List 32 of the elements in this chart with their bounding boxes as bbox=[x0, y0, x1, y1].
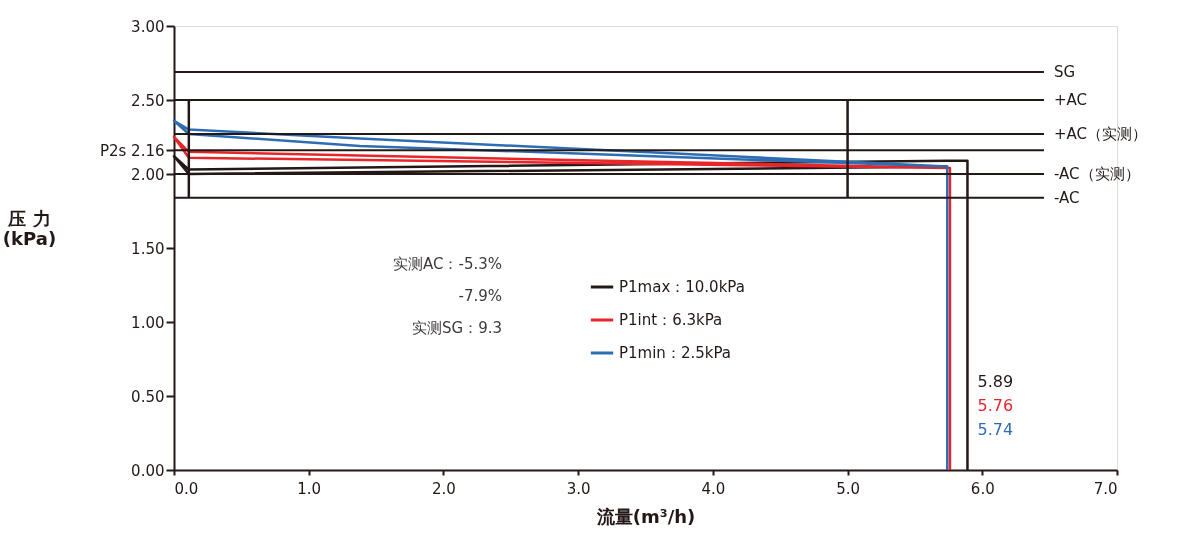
x-tick-label: 6.0 bbox=[970, 479, 995, 498]
legend-label: P1int：6.3kPa bbox=[619, 311, 723, 329]
x-axis-title: 流量(m³/h) bbox=[595, 505, 696, 527]
x-tick-label: 1.0 bbox=[297, 479, 322, 498]
ref-line-label: -AC bbox=[1054, 188, 1080, 207]
annotation: 5.89 bbox=[977, 372, 1014, 391]
y-tick-label: 0.50 bbox=[131, 387, 165, 406]
x-tick-label: 0.0 bbox=[174, 479, 199, 498]
ref-line-label: +AC bbox=[1054, 91, 1088, 109]
y-tick-label: 1.00 bbox=[131, 313, 165, 332]
x-tick-label: 5.0 bbox=[836, 479, 860, 498]
ref-line-label: SG bbox=[1054, 62, 1076, 81]
annotation: -7.9% bbox=[458, 287, 502, 305]
y-tick-label: 0.00 bbox=[131, 461, 165, 480]
legend-label: P1max：10.0kPa bbox=[619, 278, 745, 296]
ref-line-label: -AC（实测） bbox=[1054, 165, 1140, 183]
ref-line-label: +AC（实测） bbox=[1054, 125, 1148, 144]
y-tick-label: P2s 2.16 bbox=[99, 141, 165, 160]
annotation: 实测SG：9.3 bbox=[412, 319, 502, 337]
y-tick-label: 1.50 bbox=[131, 239, 165, 258]
annotation: 5.74 bbox=[977, 420, 1014, 439]
x-tick-label: 4.0 bbox=[701, 479, 726, 498]
x-tick-label: 3.0 bbox=[566, 479, 591, 498]
y-axis-title: 压 力 (kPa) bbox=[2, 207, 57, 249]
y-tick-label: 2.50 bbox=[131, 91, 165, 110]
legend-label: P1min：2.5kPa bbox=[619, 344, 731, 362]
x-tick-label: 2.0 bbox=[432, 479, 456, 498]
y-tick-label: 2.00 bbox=[131, 165, 165, 184]
annotation: 5.76 bbox=[977, 396, 1014, 415]
y-tick-label: 3.00 bbox=[131, 17, 165, 36]
annotation: 实测AC：-5.3% bbox=[393, 255, 502, 273]
x-tick-label: 7.0 bbox=[1093, 479, 1118, 498]
